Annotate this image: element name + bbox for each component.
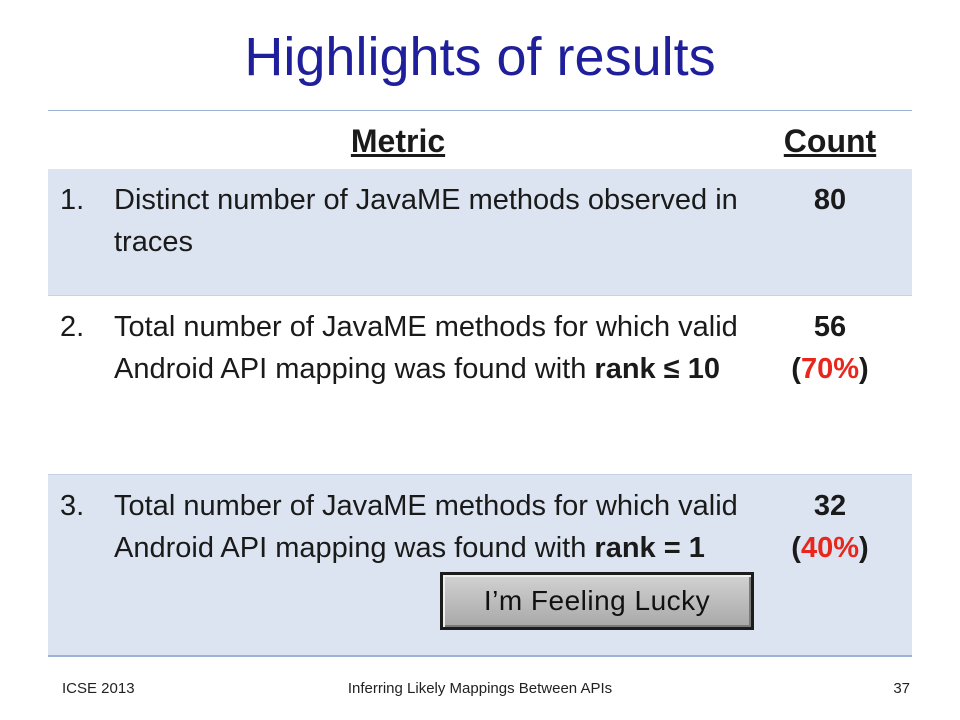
table-row: 1. Distinct number of JavaME methods obs… xyxy=(48,169,912,296)
metric-text: Distinct number of JavaME methods observ… xyxy=(114,184,738,258)
table-header-row: Metric Count xyxy=(48,111,912,169)
count-header: Count xyxy=(783,123,877,159)
count-cell: 56 (70%) xyxy=(748,306,912,390)
metric-text-plain: Total number of JavaME methods for which… xyxy=(114,490,738,564)
table-row: 2. Total number of JavaME methods for wh… xyxy=(48,296,912,475)
percent-value: 70% xyxy=(800,353,860,385)
count-value: 80 xyxy=(813,184,847,216)
percent-value: 40% xyxy=(800,532,860,564)
pct-open: ( xyxy=(791,532,801,564)
feeling-lucky-button[interactable]: I’m Feeling Lucky xyxy=(440,572,754,630)
pct-close: ) xyxy=(859,532,869,564)
metric-text-plain: Total number of JavaME methods for which… xyxy=(114,311,738,385)
page-number: 37 xyxy=(893,680,910,697)
count-value: 32 xyxy=(813,490,847,522)
count-cell: 32 (40%) xyxy=(748,485,912,569)
row-number: 1. xyxy=(60,184,85,216)
row-number: 3. xyxy=(60,490,85,522)
metric-text: Total number of JavaME methods for which… xyxy=(114,306,754,390)
row-number: 2. xyxy=(60,311,85,343)
pct-close: ) xyxy=(859,353,869,385)
footer-title: Inferring Likely Mappings Between APIs xyxy=(347,680,613,697)
metric-header: Metric xyxy=(350,123,446,159)
metric-text-bold: rank = 1 xyxy=(594,532,705,564)
metric-text: Total number of JavaME methods for which… xyxy=(114,485,754,569)
metric-text-bold: rank ≤ 10 xyxy=(594,353,720,385)
pct-open: ( xyxy=(791,353,801,385)
slide-title: Highlights of results xyxy=(244,27,716,87)
results-table: Metric Count 1. Distinct number of JavaM… xyxy=(48,110,912,657)
count-value: 56 xyxy=(813,311,847,343)
table-row: 3. Total number of JavaME methods for wh… xyxy=(48,475,912,657)
footer-conference: ICSE 2013 xyxy=(62,680,135,697)
